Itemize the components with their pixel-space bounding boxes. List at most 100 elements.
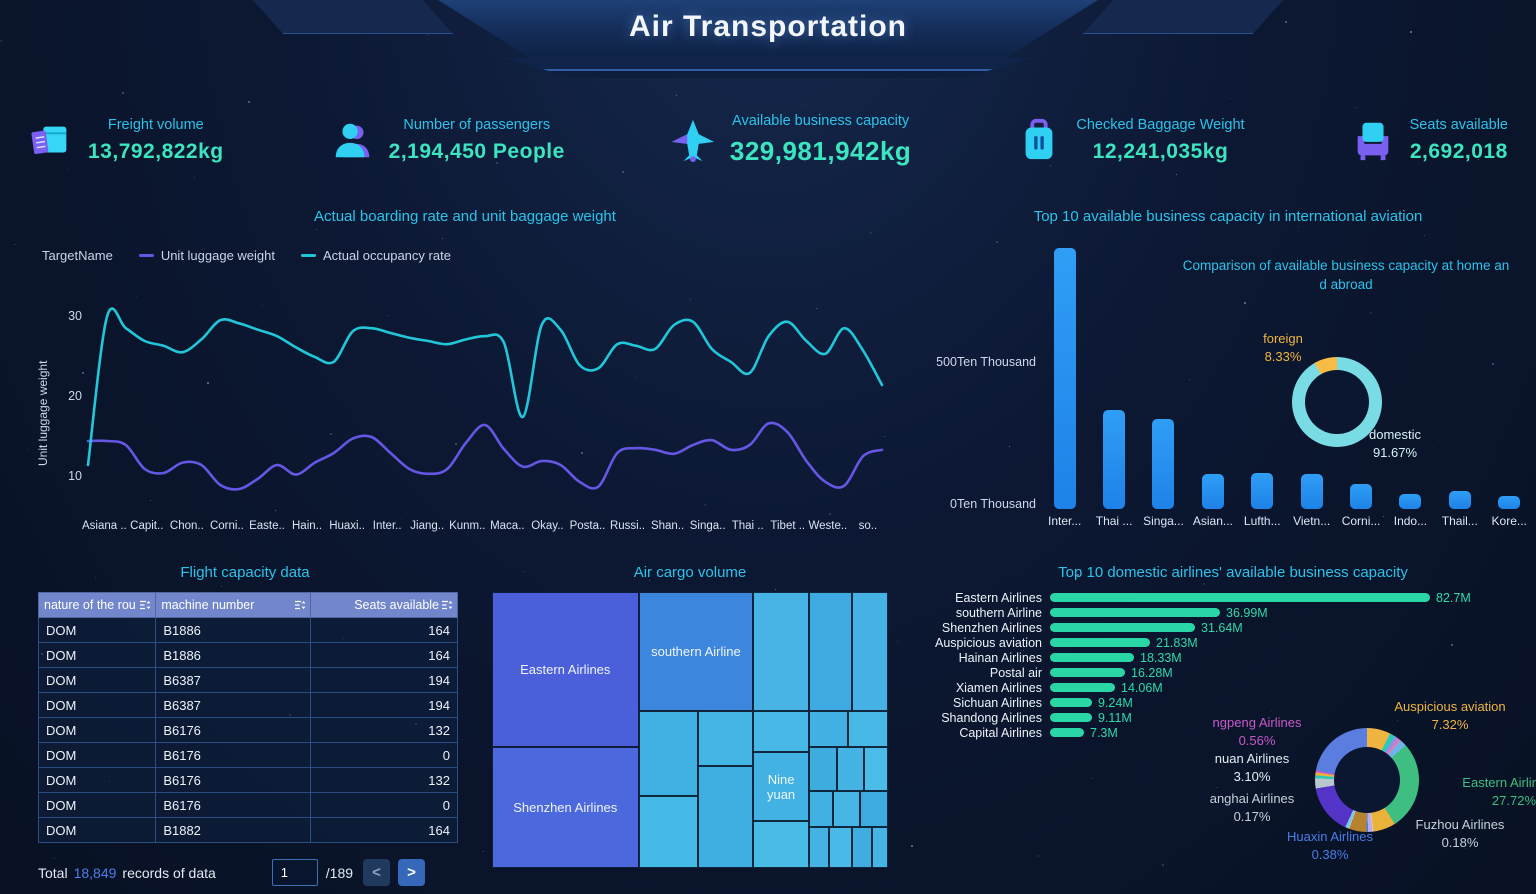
table-row[interactable]: DOM B6176 132	[37, 767, 458, 793]
route-nature-cell: DOM	[37, 617, 157, 643]
table-row[interactable]: DOM B6176 132	[37, 717, 458, 743]
star	[883, 436, 885, 438]
line-series	[86, 307, 884, 467]
domestic-bar-row-eastern-airlines: Eastern Airlines 82.7M	[930, 590, 1536, 605]
donut-label-ngpeng-airlines: ngpeng Airlines 0.56%	[1192, 714, 1322, 750]
table-row[interactable]: DOM B1886 164	[37, 642, 458, 668]
previous-page-button[interactable]: <	[363, 859, 391, 886]
treemap-block	[753, 710, 809, 753]
legend-item-actual-occupancy-rate[interactable]: Actual occupancy rate	[301, 248, 451, 263]
domestic-bar-row-capital-airlines: Capital Airlines 7.3M	[930, 725, 1536, 740]
star	[496, 161, 499, 164]
kpi-value: 13,792,822kg	[88, 139, 224, 163]
slice-percent: 0.18%	[1441, 835, 1479, 850]
bar-value-label: 21.83M	[1156, 635, 1198, 650]
table-row[interactable]: DOM B6387 194	[37, 692, 458, 718]
x-category-label: Huaxi..	[329, 520, 365, 532]
bar-category-label: Vietn...	[1293, 514, 1331, 528]
column-header-nature-of-route[interactable]: nature of the rou	[37, 592, 157, 618]
star	[13, 244, 15, 246]
kpi-label: Freight volume	[107, 116, 204, 133]
flight-capacity-panel: Flight capacity data nature of the rou m…	[30, 556, 460, 894]
table-row[interactable]: DOM B6176 0	[37, 742, 458, 768]
bar-value-label: 9.24M	[1098, 695, 1133, 710]
star	[1478, 158, 1480, 160]
star	[27, 448, 29, 450]
table-row[interactable]: DOM B6387 194	[37, 667, 458, 693]
slice-percent: 27.72%	[1491, 793, 1536, 808]
intl-bar-asian: Asian...	[1191, 474, 1235, 530]
bar-value-label: 36.99M	[1226, 605, 1268, 620]
column-header-seats-available[interactable]: Seats available	[310, 592, 458, 618]
bar-value-label: 31.64M	[1201, 620, 1243, 635]
column-header-machine-number[interactable]: machine number	[155, 592, 312, 618]
bar	[1050, 623, 1195, 632]
treemap-block-shenzhen-airlines: Shenzhen Airlines	[492, 746, 639, 868]
line-series	[86, 421, 884, 491]
treemap-block	[848, 710, 888, 747]
intl-y-axis-max-label: 500Ten Thousand	[936, 355, 1036, 369]
slice-percent: 7.32%	[1431, 717, 1469, 732]
page-number-input[interactable]	[271, 859, 318, 886]
intl-y-axis-zero-label: 0Ten Thousand	[950, 497, 1036, 511]
slice-percent: 0.17%	[1233, 809, 1271, 824]
airline-label: Sichuan Airlines	[953, 695, 1042, 710]
airline-label: Auspicious aviation	[934, 635, 1042, 650]
slice-name: foreign	[1263, 331, 1303, 346]
star	[0, 40, 2, 42]
star	[995, 241, 998, 244]
kpi-row: Freight volume 13,792,822kg Number of pa…	[28, 98, 1508, 182]
page-title: Air Transportation	[628, 10, 908, 43]
legend-label: Unit luggage weight	[160, 248, 276, 263]
kpi-passengers: Number of passengers 2,194,450 People	[329, 98, 565, 182]
airline-label: Shenzhen Airlines	[941, 620, 1042, 635]
machine-number-cell: B6176	[155, 717, 312, 743]
kpi-label: Number of passengers	[403, 116, 551, 133]
star	[1203, 583, 1205, 585]
passengers-icon	[335, 123, 369, 158]
bar-category-label: Singa...	[1143, 514, 1184, 528]
legend-title: TargetName	[42, 248, 113, 263]
intl-bar-singa: Singa...	[1141, 419, 1185, 530]
star	[401, 519, 402, 520]
slice-name: domestic	[1368, 427, 1422, 442]
legend-item-unit-luggage-weight[interactable]: Unit luggage weight	[138, 248, 276, 263]
intl-bar-inter: Inter...	[1043, 248, 1087, 530]
airline-label: Xiamen Airlines	[955, 680, 1042, 695]
x-category-label: Maca..	[490, 520, 525, 532]
treemap-block	[852, 826, 873, 868]
treemap-block	[697, 710, 754, 766]
flight-capacity-table: nature of the rou machine number Seats a…	[37, 592, 458, 843]
bar	[1448, 491, 1471, 509]
star	[329, 433, 332, 436]
table-row[interactable]: DOM B1882 164	[37, 817, 458, 843]
airline-label: Hainan Airlines	[958, 650, 1042, 665]
bar-value-label: 82.7M	[1436, 590, 1471, 605]
records-label: records of data	[122, 864, 216, 881]
bar	[1498, 496, 1521, 509]
machine-number-cell: B6176	[155, 792, 312, 818]
treemap-block	[832, 790, 861, 827]
table-row[interactable]: DOM B1886 164	[37, 617, 458, 643]
treemap-block	[864, 746, 888, 791]
slice-percent: 8.33%	[1264, 349, 1302, 364]
star	[81, 372, 84, 375]
star	[1050, 164, 1052, 166]
star	[968, 726, 970, 728]
domestic-bar-row-xiamen-airlines: Xiamen Airlines 14.06M	[930, 680, 1536, 695]
sort-icon[interactable]	[441, 599, 453, 611]
slice-name: anghai Airlines	[1209, 791, 1295, 806]
treemap-block	[808, 710, 849, 747]
route-nature-cell: DOM	[37, 792, 157, 818]
x-category-label: Russi..	[609, 520, 646, 532]
sort-icon[interactable]	[139, 599, 151, 611]
next-page-button[interactable]: >	[398, 859, 426, 886]
star	[316, 228, 318, 230]
bar	[1201, 474, 1224, 509]
bar-category-label: Thai ...	[1095, 514, 1133, 528]
intl-bar-lufth: Lufth...	[1240, 473, 1284, 530]
treemap-block	[828, 826, 853, 868]
table-row[interactable]: DOM B6176 0	[37, 792, 458, 818]
sort-icon[interactable]	[294, 599, 306, 611]
star	[1175, 174, 1177, 176]
